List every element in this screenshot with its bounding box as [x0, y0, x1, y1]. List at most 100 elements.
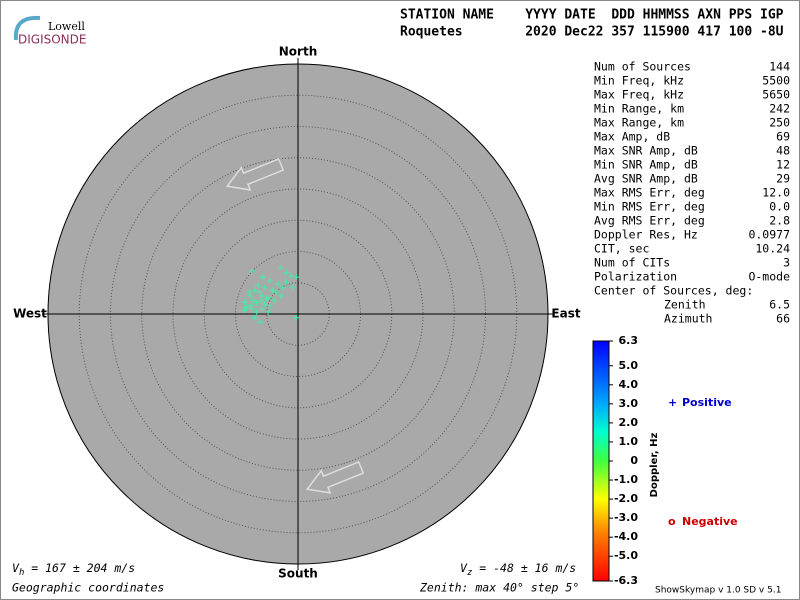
stat-value: 3	[783, 256, 790, 270]
colorbar-label: 6.3	[619, 334, 639, 347]
source-point	[248, 267, 255, 274]
stat-label: Min Range, km	[594, 102, 684, 116]
coords-note: Geographic coordinates	[12, 581, 164, 595]
colorbar-label: -3.0	[614, 511, 638, 524]
stat-value: 5500	[762, 74, 790, 88]
source-point	[248, 302, 255, 309]
colorbar-label: -5.0	[614, 549, 638, 562]
colorbar-title: Doppler, Hz	[649, 433, 660, 498]
source-point	[241, 299, 248, 306]
stat-value: 48	[776, 144, 790, 158]
dir-south: South	[278, 567, 318, 581]
colorbar-label: 2.0	[619, 416, 639, 429]
stat-label: Avg SNR Amp, dB	[594, 172, 698, 186]
drift-arrow	[225, 157, 285, 191]
vz-text: Vz = -48 ± 16 m/s	[460, 561, 576, 578]
center-label: Azimuth	[664, 312, 712, 326]
source-point	[266, 302, 273, 309]
version: ShowSkymap v 1.0 SD v 5.1	[655, 586, 781, 596]
source-point	[255, 282, 261, 289]
colorbar-label: -4.0	[614, 530, 638, 543]
stat-value: 250	[769, 116, 790, 130]
logo-top: Lowell	[48, 20, 85, 33]
header-labels: STATION NAME YYYY DATE DDD HHMMSS AXN PP…	[400, 8, 784, 23]
stat-value: 2.8	[769, 214, 790, 228]
source-point	[251, 287, 258, 294]
stat-label: Min RMS Err, deg	[594, 200, 705, 214]
source-point	[288, 272, 295, 279]
stat-label: Avg RMS Err, deg	[594, 214, 705, 228]
source-point	[250, 297, 256, 304]
source-point	[278, 264, 285, 271]
source-point	[283, 269, 290, 276]
source-point	[253, 309, 260, 316]
dir-east: East	[551, 307, 580, 321]
stat-label: Polarization	[594, 270, 677, 284]
zenith-note: Zenith: max 40° step 5°	[419, 581, 579, 595]
vh-v: V	[12, 561, 20, 575]
stat-value: 5650	[762, 88, 790, 102]
colorbar	[592, 340, 610, 582]
source-point	[256, 319, 263, 326]
colorbar-label: -2.0	[614, 492, 638, 505]
center-label: Zenith	[664, 298, 706, 312]
colorbar-label: 0	[630, 454, 638, 467]
source-point	[265, 309, 271, 316]
source-point	[258, 297, 265, 304]
source-point	[246, 289, 253, 296]
source-point	[278, 292, 285, 299]
source-point	[266, 277, 273, 284]
stat-value: 144	[769, 60, 790, 74]
source-point	[271, 297, 278, 304]
dir-west: West	[13, 307, 47, 321]
stat-label: Num of CITs	[594, 256, 670, 270]
legend-neg-symbol: o	[668, 515, 676, 528]
source-point	[246, 292, 253, 299]
stat-value: 0.0	[769, 200, 790, 214]
stat-value: 69	[776, 130, 790, 144]
legend-positive: Positive	[682, 396, 732, 409]
colorbar-label: 3.0	[619, 397, 639, 410]
source-point	[261, 301, 268, 307]
source-point	[273, 289, 280, 296]
stat-label: Max SNR Amp, dB	[594, 144, 698, 158]
center-value: 66	[776, 312, 790, 326]
stat-label: Min SNR Amp, dB	[594, 158, 698, 172]
source-point	[251, 314, 258, 321]
stat-value: 10.24	[755, 242, 790, 256]
source-point	[258, 306, 265, 312]
source-point	[270, 287, 276, 294]
colorbar-label: 4.0	[619, 378, 639, 391]
colorbar-label: -6.3	[614, 574, 638, 587]
source-point	[293, 314, 300, 321]
source-point	[280, 284, 286, 291]
stat-value: 12.0	[762, 186, 790, 200]
center-value: 6.5	[769, 298, 790, 312]
vh-val: = 167 ± 204 m/s	[24, 561, 135, 575]
header-values: Roquetes 2020 Dec22 357 115900 417 100 -…	[400, 25, 784, 40]
source-point	[290, 284, 296, 291]
stat-label: Doppler Res, Hz	[594, 228, 698, 242]
source-point	[275, 281, 281, 287]
source-point	[241, 307, 248, 314]
source-point	[243, 304, 250, 311]
stat-value: 12	[776, 158, 790, 172]
logo-bottom: DIGISONDE	[18, 33, 86, 47]
source-point	[260, 274, 266, 281]
legend-pos-symbol: +	[668, 396, 677, 409]
drift-arrow	[305, 460, 365, 494]
vz-val: = -48 ± 16 m/s	[472, 561, 576, 575]
source-point	[253, 299, 260, 306]
source-point	[248, 306, 255, 312]
vz-sub: z	[467, 568, 472, 578]
vh-sub: h	[19, 568, 24, 578]
source-point	[258, 292, 265, 299]
source-point	[283, 279, 290, 286]
source-point	[261, 284, 268, 291]
stat-label: Max RMS Err, deg	[594, 186, 705, 200]
colorbar-label: 5.0	[619, 359, 639, 372]
stat-label: CIT, sec	[594, 242, 649, 256]
stat-label: Min Freq, kHz	[594, 74, 684, 88]
stat-label: Max Freq, kHz	[594, 88, 684, 102]
